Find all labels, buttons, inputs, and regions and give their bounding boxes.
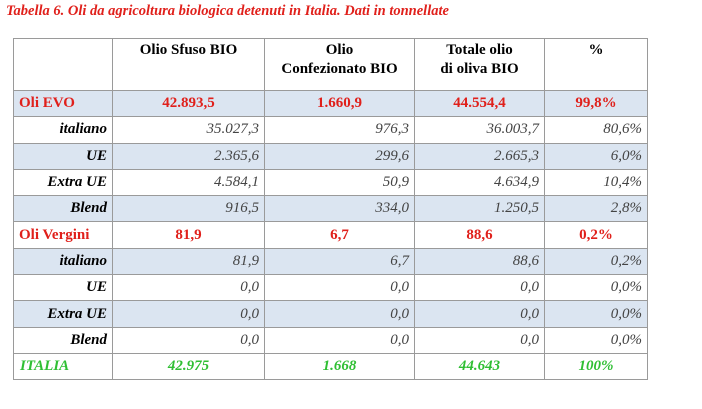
table-cell: 299,6 xyxy=(264,142,415,170)
column-header: Olio Confezionato BIO xyxy=(264,38,415,91)
table-cell: 88,6 xyxy=(414,247,545,276)
table-cell: 0,0 xyxy=(112,300,265,328)
table-cell: 6,7 xyxy=(264,247,415,276)
table-row: italiano 35.027,3 976,3 36.003,7 80,6% xyxy=(13,116,648,144)
header-corner xyxy=(13,38,113,91)
table-cell: 0,0 xyxy=(414,274,545,302)
row-label: Blend xyxy=(13,195,113,223)
table-cell: 1.668 xyxy=(264,352,415,381)
table-cell: 88,6 xyxy=(414,221,545,249)
table-cell: 0,0% xyxy=(544,326,648,354)
row-label: UE xyxy=(13,274,113,302)
table-cell: 2.365,6 xyxy=(112,142,265,170)
table-cell: 44.643 xyxy=(414,352,545,381)
table-cell: 0,0 xyxy=(264,326,415,354)
table-cell: 6,0% xyxy=(544,142,648,170)
row-label: italiano xyxy=(13,247,113,276)
table-cell: 99,8% xyxy=(544,89,648,118)
column-header: % xyxy=(544,38,648,91)
table-cell: 4.634,9 xyxy=(414,168,545,197)
table-row: Extra UE 0,0 0,0 0,0 0,0% xyxy=(13,300,648,328)
table-cell: 50,9 xyxy=(264,168,415,197)
table-cell: 0,0 xyxy=(414,300,545,328)
row-label: Oli Vergini xyxy=(13,221,113,249)
table-cell: 0,0% xyxy=(544,300,648,328)
table-cell: 81,9 xyxy=(112,247,265,276)
row-label: UE xyxy=(13,142,113,170)
table-cell: 0,0 xyxy=(414,326,545,354)
table-row: Oli EVO 42.893,5 1.660,9 44.554,4 99,8% xyxy=(13,89,648,118)
table-row: ITALIA 42.975 1.668 44.643 100% xyxy=(13,352,648,381)
table-cell: 0,0 xyxy=(112,274,265,302)
table-cell: 42.893,5 xyxy=(112,89,265,118)
table-row: Extra UE 4.584,1 50,9 4.634,9 10,4% xyxy=(13,168,648,197)
table-row: Blend 916,5 334,0 1.250,5 2,8% xyxy=(13,195,648,223)
table-row: UE 2.365,6 299,6 2.665,3 6,0% xyxy=(13,142,648,170)
table-cell: 976,3 xyxy=(264,116,415,144)
header-row: Olio Sfuso BIO Olio Confezionato BIO Tota… xyxy=(13,38,648,91)
table-cell: 44.554,4 xyxy=(414,89,545,118)
table-cell: 0,0 xyxy=(112,326,265,354)
row-label: Extra UE xyxy=(13,300,113,328)
table-cell: 0,2% xyxy=(544,221,648,249)
column-header: Totale olio di oliva BIO xyxy=(414,38,545,91)
column-header: Olio Sfuso BIO xyxy=(112,38,265,91)
table-cell: 36.003,7 xyxy=(414,116,545,144)
table-cell: 4.584,1 xyxy=(112,168,265,197)
table-cell: 0,0 xyxy=(264,274,415,302)
table-row: Blend 0,0 0,0 0,0 0,0% xyxy=(13,326,648,354)
table-cell: 0,0 xyxy=(264,300,415,328)
table-cell: 2.665,3 xyxy=(414,142,545,170)
table-row: Oli Vergini 81,9 6,7 88,6 0,2% xyxy=(13,221,648,249)
table-title: Tabella 6. Oli da agricoltura biologica … xyxy=(6,3,449,19)
table-cell: 42.975 xyxy=(112,352,265,381)
row-label: Oli EVO xyxy=(13,89,113,118)
table-cell: 1.250,5 xyxy=(414,195,545,223)
table-row: italiano 81,9 6,7 88,6 0,2% xyxy=(13,247,648,276)
table-cell: 334,0 xyxy=(264,195,415,223)
table-cell: 81,9 xyxy=(112,221,265,249)
table-cell: 10,4% xyxy=(544,168,648,197)
row-label: italiano xyxy=(13,116,113,144)
table-cell: 0,2% xyxy=(544,247,648,276)
table-row: UE 0,0 0,0 0,0 0,0% xyxy=(13,274,648,302)
row-label: Blend xyxy=(13,326,113,354)
row-label: Extra UE xyxy=(13,168,113,197)
table-cell: 2,8% xyxy=(544,195,648,223)
table-cell: 80,6% xyxy=(544,116,648,144)
table-cell: 0,0% xyxy=(544,274,648,302)
table-cell: 6,7 xyxy=(264,221,415,249)
oil-table: Olio Sfuso BIO Olio Confezionato BIO Tota… xyxy=(13,38,648,381)
table-cell: 916,5 xyxy=(112,195,265,223)
row-label: ITALIA xyxy=(13,352,113,381)
table-cell: 35.027,3 xyxy=(112,116,265,144)
table-cell: 1.660,9 xyxy=(264,89,415,118)
table-cell: 100% xyxy=(544,352,648,381)
